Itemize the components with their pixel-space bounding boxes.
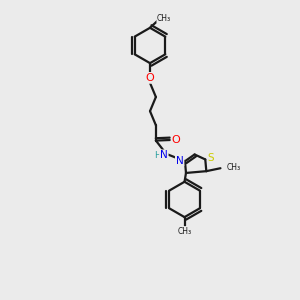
Text: CH₃: CH₃ [178,227,192,236]
Text: CH₃: CH₃ [157,14,171,22]
Text: CH₃: CH₃ [227,163,241,172]
Text: N: N [176,156,184,166]
Text: H: H [154,151,161,160]
Text: S: S [208,153,214,163]
Text: O: O [172,135,180,145]
Text: N: N [160,150,168,160]
Text: O: O [146,73,154,83]
